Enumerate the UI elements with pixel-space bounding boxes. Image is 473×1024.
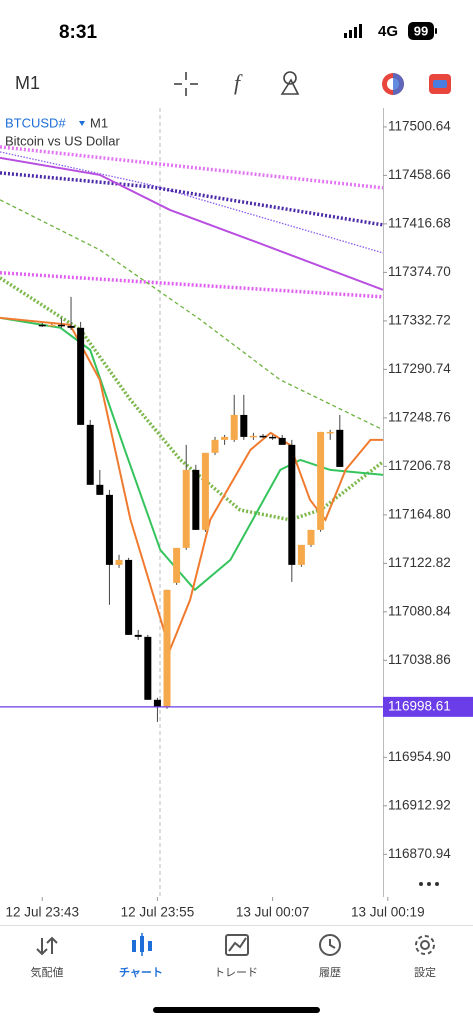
tab-icon-history <box>319 934 341 956</box>
y-tick-label: 116870.94 <box>388 846 451 861</box>
candle-body <box>307 529 315 545</box>
indicator-line <box>0 156 384 291</box>
candle-body <box>192 469 200 530</box>
price-label-bg <box>383 696 473 717</box>
candle-body <box>230 414 238 440</box>
candle-body <box>163 589 171 707</box>
signal-icon <box>344 24 362 38</box>
y-tick-label: 117416.68 <box>388 215 451 230</box>
chart-timeframe: M1 <box>90 115 108 130</box>
candle-body <box>115 559 123 565</box>
candle-body <box>317 431 325 530</box>
candle-body <box>125 559 133 635</box>
candle-body <box>221 436 229 440</box>
candle-body <box>297 544 305 565</box>
candle-body <box>77 327 85 425</box>
candle-body <box>240 414 248 437</box>
y-tick-label: 116912.92 <box>388 797 451 812</box>
x-tick-label: 12 Jul 23:43 <box>5 905 79 920</box>
tab-label[interactable]: 設定 <box>414 966 436 979</box>
indicator-line <box>0 276 385 522</box>
status-time: 8:31 <box>59 22 97 43</box>
candle-body <box>48 324 56 327</box>
tab-icon-trade <box>225 934 249 956</box>
candle-body <box>326 431 334 434</box>
tab-label[interactable]: チャート <box>119 966 163 979</box>
account-button[interactable] <box>382 73 404 95</box>
candle-body <box>278 437 286 445</box>
y-tick-label: 117248.76 <box>388 409 451 424</box>
trade-button[interactable] <box>429 74 451 94</box>
y-tick-label: 117164.80 <box>388 506 451 521</box>
candle-body <box>336 429 344 467</box>
indicator-line <box>0 151 384 254</box>
y-tick-label: 116954.90 <box>388 749 451 764</box>
more-button[interactable] <box>419 882 439 886</box>
tab-label[interactable]: トレード <box>214 967 258 979</box>
y-tick-label: 117080.84 <box>388 603 451 618</box>
chart-symbol[interactable]: BTCUSD# <box>5 115 66 130</box>
price-label: 116998.61 <box>388 698 451 713</box>
tab-icon-settings <box>415 935 435 955</box>
y-tick-label: 117206.78 <box>388 458 451 473</box>
tab-icon-chart <box>132 933 152 956</box>
candle-body <box>96 484 104 495</box>
y-tick-label: 117332.72 <box>388 312 451 327</box>
tab-icon-quotes <box>36 936 58 956</box>
candle-body <box>182 469 190 548</box>
tab-bar: 気配値 チャート トレード 履歴 設定 <box>31 965 437 979</box>
indicator-button[interactable]: f <box>234 70 243 95</box>
y-tick-label: 117290.74 <box>388 361 451 376</box>
objects-button[interactable] <box>280 71 300 95</box>
candle-body <box>144 636 152 700</box>
candle-body <box>38 324 46 327</box>
candle-body <box>57 324 65 327</box>
candle-body <box>249 435 257 438</box>
candle-body <box>173 547 181 583</box>
indicator-line <box>0 171 384 227</box>
symbol-dropdown[interactable] <box>79 121 85 126</box>
battery-icon <box>408 22 434 40</box>
candle-body <box>67 325 75 328</box>
timeframe-button[interactable]: M1 <box>15 73 40 93</box>
x-tick-label: 12 Jul 23:55 <box>121 905 195 920</box>
y-tick-label: 117500.64 <box>388 118 451 133</box>
indicator-line <box>0 145 384 190</box>
indicator-line <box>0 199 384 431</box>
candle-body <box>86 424 94 485</box>
candle-body <box>153 699 161 707</box>
home-indicator <box>153 1007 320 1013</box>
y-tick-label: 117458.66 <box>388 167 451 182</box>
status-network: 4G <box>378 23 398 40</box>
chart-description: Bitcoin vs US Dollar <box>5 133 121 148</box>
y-tick-label: 117122.82 <box>388 555 451 570</box>
candle-body <box>259 435 267 438</box>
x-tick-label: 13 Jul 00:19 <box>351 905 425 920</box>
candle-body <box>211 439 219 453</box>
battery-tip <box>435 28 437 34</box>
indicator-line <box>0 316 384 592</box>
candle-body <box>201 452 209 530</box>
y-tick-label: 117374.70 <box>388 264 451 279</box>
y-tick-label: 117038.86 <box>388 652 451 667</box>
indicator-line <box>0 316 383 653</box>
candle-body <box>134 634 142 637</box>
x-tick-label: 13 Jul 00:07 <box>236 905 310 920</box>
crosshair-button[interactable] <box>174 72 198 96</box>
candle-body <box>105 494 113 565</box>
candle-body <box>269 436 277 439</box>
tab-label[interactable]: 気配値 <box>31 965 64 979</box>
candle-body <box>288 444 296 565</box>
status-battery: 99 <box>414 23 428 38</box>
tab-label[interactable]: 履歴 <box>319 966 341 979</box>
plot-area <box>0 145 385 722</box>
indicator-line <box>0 271 384 299</box>
